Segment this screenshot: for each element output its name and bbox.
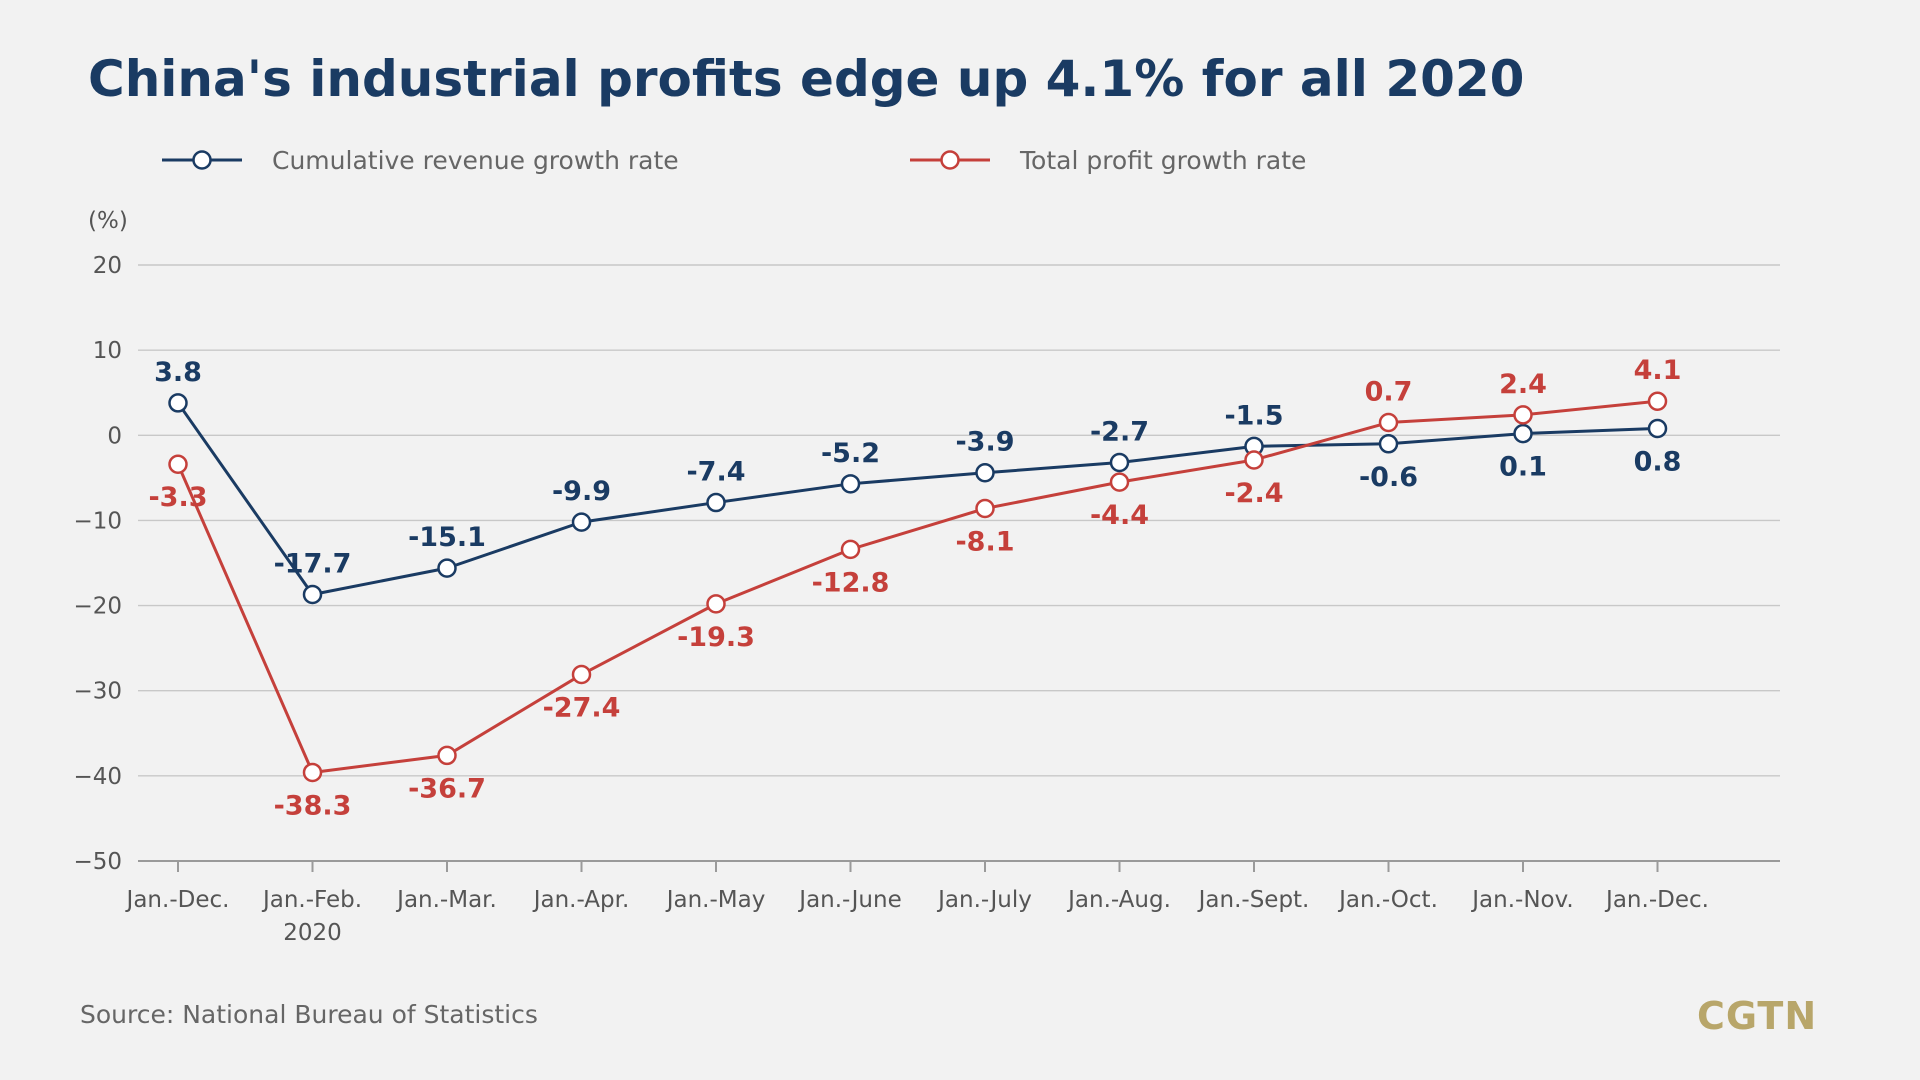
data-label: -8.1 — [955, 527, 1014, 558]
x-tick-label: Jan.-Mar. — [395, 887, 497, 913]
data-point — [1109, 452, 1130, 473]
legend-label: Total profit growth rate — [1019, 146, 1306, 175]
data-label: -19.3 — [677, 622, 755, 653]
data-label: -3.9 — [955, 427, 1014, 458]
data-point — [1378, 412, 1399, 433]
data-label: -17.7 — [274, 549, 352, 580]
data-label: -2.7 — [1090, 417, 1149, 448]
data-point — [1244, 450, 1264, 470]
data-label: -5.2 — [821, 438, 880, 469]
data-label: -7.4 — [686, 457, 745, 488]
data-point — [437, 745, 457, 766]
x-tick-label: Jan.-Feb. — [261, 887, 362, 913]
y-tick-label: −20 — [73, 594, 122, 620]
legend-label: Cumulative revenue growth rate — [272, 146, 679, 175]
x-tick-label: Jan.-June — [797, 887, 901, 913]
data-label: -0.6 — [1359, 462, 1418, 493]
data-label: -3.3 — [148, 482, 207, 513]
data-point — [437, 558, 457, 578]
y-tick-label: −50 — [73, 849, 122, 875]
data-label: -36.7 — [408, 773, 486, 804]
data-label: 4.1 — [1634, 355, 1682, 386]
x-tick-label: Jan.-Nov. — [1470, 887, 1573, 913]
data-point — [302, 762, 323, 783]
x-axis: Jan.-Dec. Jan.-Feb. 2020 Jan.-Mar. Jan.-Apr.… — [125, 861, 1709, 946]
y-axis: 20 10 0 −10 −20 −30 −40 −50 — [73, 253, 122, 875]
y-tick-label: 0 — [107, 423, 122, 449]
data-point — [571, 512, 592, 532]
y-tick-label: −30 — [73, 679, 122, 705]
data-label: 2.4 — [1499, 369, 1547, 400]
legend: Cumulative revenue growth rate Total prof… — [162, 146, 1306, 175]
data-label: 0.7 — [1365, 377, 1413, 408]
data-point — [1647, 391, 1668, 411]
profit-series-line — [176, 399, 1658, 774]
data-label: -9.9 — [552, 476, 611, 507]
data-label: 0.1 — [1499, 452, 1547, 483]
data-point — [1647, 418, 1668, 439]
y-axis-unit-label: (%) — [88, 208, 128, 234]
data-point — [1109, 472, 1130, 492]
data-label: -38.3 — [274, 790, 352, 821]
y-tick-label: −10 — [73, 508, 122, 534]
series — [168, 391, 1668, 783]
data-point — [975, 498, 995, 519]
data-label: -27.4 — [543, 693, 621, 724]
x-tick-label: Jan.-May — [665, 887, 766, 913]
data-point — [302, 584, 323, 605]
chart-title: China's industrial profits edge up 4.1% … — [88, 50, 1525, 108]
y-tick-label: −40 — [73, 764, 122, 790]
x-tick-label: Jan.-July — [936, 887, 1032, 913]
x-tick-label: Jan.-Apr. — [532, 887, 630, 913]
legend-marker — [940, 150, 960, 170]
data-point — [168, 454, 188, 474]
gridlines — [138, 264, 1780, 862]
data-point — [706, 594, 726, 614]
revenue-series-line — [176, 402, 1658, 597]
x-tick-label: Jan.-Sept. — [1197, 887, 1310, 913]
data-point — [840, 539, 861, 560]
data-point — [1513, 405, 1533, 425]
data-label: 3.8 — [154, 357, 202, 388]
x-tick-label: Jan.-Oct. — [1337, 887, 1438, 913]
x-tick-label: Jan.-Aug. — [1066, 887, 1171, 913]
x-tick-label: Jan.-Dec. — [125, 887, 230, 913]
data-label: -15.1 — [408, 522, 486, 553]
data-label: -2.4 — [1224, 478, 1283, 509]
data-point — [1378, 434, 1399, 454]
data-point — [706, 492, 726, 513]
y-tick-label: 10 — [93, 338, 122, 364]
x-tick-label: Jan.-Dec. — [1604, 887, 1709, 913]
data-label: -1.5 — [1224, 400, 1283, 431]
x-tick-sublabel: 2020 — [283, 920, 342, 946]
data-point — [840, 474, 861, 494]
data-point — [571, 664, 592, 685]
data-point — [168, 393, 188, 413]
cgtn-logo: CGTN — [1697, 994, 1818, 1038]
legend-marker — [192, 150, 212, 170]
data-label: 0.8 — [1634, 446, 1682, 477]
data-label: -4.4 — [1090, 500, 1149, 531]
data-point — [975, 462, 995, 483]
data-label: -12.8 — [812, 567, 890, 598]
data-point — [1513, 423, 1533, 444]
y-tick-label: 20 — [93, 253, 122, 279]
source-note: Source: National Bureau of Statistics — [80, 1000, 538, 1029]
data-labels: 3.8 -17.7 -15.1 -9.9 -7.4 -5.2 -3.9 -2.7 -1.5 -0.… — [148, 355, 1681, 821]
